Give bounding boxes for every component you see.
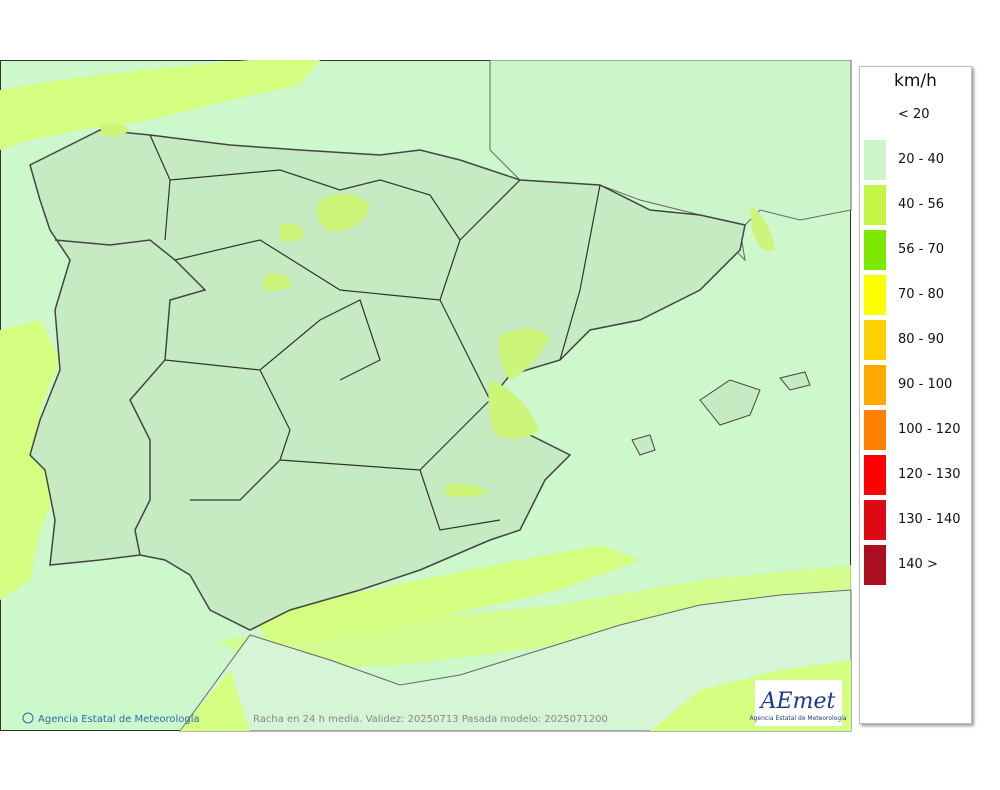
- legend-item: 140 >: [864, 545, 969, 585]
- legend-item: < 20: [864, 95, 969, 135]
- legend-label: 140 >: [898, 557, 938, 572]
- legend-swatch: [864, 365, 886, 405]
- legend-label: 40 - 56: [898, 197, 945, 212]
- legend-unit: km/h: [894, 71, 937, 91]
- legend-label: 90 - 100: [898, 377, 953, 392]
- credit: Agencia Estatal de Meteorología: [38, 713, 200, 725]
- logo-box: [755, 680, 842, 726]
- legend-item: 70 - 80: [864, 275, 969, 315]
- caption: Racha en 24 h media. Validez: 20250713 P…: [253, 714, 608, 725]
- legend-label: 130 - 140: [898, 512, 961, 527]
- legend-swatch: [864, 140, 886, 180]
- legend: km/h < 20 20 - 40 40 - 56 56 - 70 70 - 80 80 …: [859, 66, 972, 724]
- legend-swatch: [864, 455, 886, 495]
- legend-label: 56 - 70: [898, 242, 945, 257]
- logo: AEmet: [759, 689, 836, 714]
- legend-label: 120 - 130: [898, 467, 961, 482]
- legend-item: 120 - 130: [864, 455, 969, 495]
- legend-swatch: [864, 545, 886, 585]
- legend-item: 90 - 100: [864, 365, 969, 405]
- legend-swatch: [864, 500, 886, 540]
- land-africa: [179, 589, 852, 732]
- map: Agencia Estatal de Meteorología Racha en…: [0, 60, 852, 732]
- legend-swatch: [864, 230, 886, 270]
- land-island: [631, 371, 811, 456]
- legend-item: 40 - 56: [864, 185, 969, 225]
- legend-label: 100 - 120: [898, 422, 961, 437]
- copyright-icon: [22, 712, 34, 724]
- legend-label: 20 - 40: [898, 152, 945, 167]
- legend-label: 80 - 90: [898, 332, 945, 347]
- border: [54, 239, 207, 556]
- legend-label: 70 - 80: [898, 287, 945, 302]
- legend-swatch: [864, 275, 886, 315]
- wind-area: [0, 320, 60, 600]
- land-iberia: [29, 129, 746, 631]
- legend-item: 56 - 70: [864, 230, 969, 270]
- legend-label: < 20: [898, 107, 930, 122]
- legend-item: 130 - 140: [864, 500, 969, 540]
- wind-area: [0, 60, 320, 150]
- wind-area: [250, 545, 640, 645]
- region-border: [149, 134, 601, 531]
- legend-item: 80 - 90: [864, 320, 969, 360]
- wind-area: [180, 660, 851, 731]
- legend-swatch: [864, 320, 886, 360]
- wind-area: [220, 565, 851, 670]
- logo-subtitle: Agencia Estatal de Meteorología: [750, 715, 847, 722]
- legend-swatch: [864, 410, 886, 450]
- legend-swatch: [864, 95, 886, 135]
- legend-item: 20 - 40: [864, 140, 969, 180]
- legend-item: 100 - 120: [864, 410, 969, 450]
- legend-swatch: [864, 185, 886, 225]
